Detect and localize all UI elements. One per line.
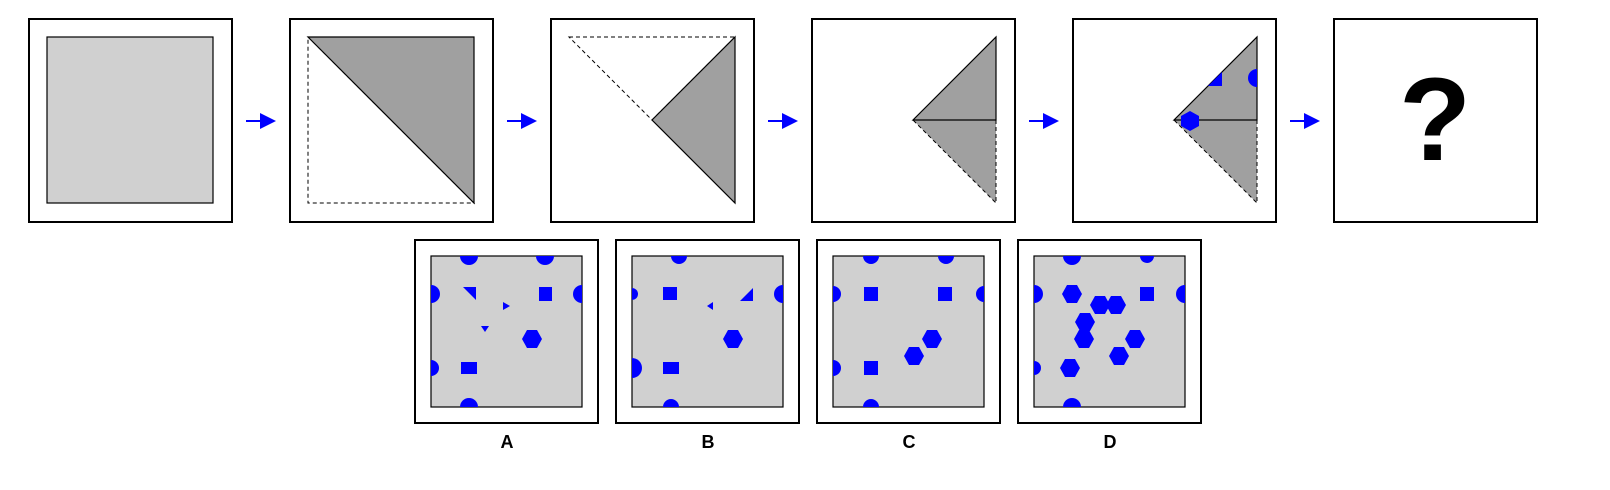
circle-hole	[1248, 69, 1257, 87]
option-c[interactable]: C	[816, 239, 1001, 452]
circle-hole	[1034, 361, 1041, 375]
circle-hole	[573, 285, 582, 303]
question-mark: ?	[1399, 54, 1471, 186]
step-2-panel	[289, 18, 494, 223]
hexagon-hole	[522, 330, 542, 348]
circle-hole	[431, 360, 439, 376]
circle-hole	[663, 399, 679, 407]
hexagon-hole	[1062, 285, 1082, 303]
folded-triangle	[911, 35, 997, 121]
step-3-panel	[550, 18, 755, 223]
option-label: B	[702, 432, 715, 452]
circle-hole	[431, 285, 440, 303]
step-4-panel	[811, 18, 1016, 223]
hexagon-hole	[1181, 111, 1199, 131]
square-hole	[864, 287, 878, 301]
triangle-hole	[707, 302, 713, 310]
option-label: D	[1104, 432, 1117, 452]
folded-triangle	[651, 35, 736, 205]
circle-hole	[863, 256, 879, 264]
circle-hole	[976, 286, 984, 302]
circle-hole	[774, 285, 783, 303]
hexagon-hole	[1125, 330, 1145, 348]
square-hole	[461, 362, 477, 374]
circle-hole	[632, 288, 638, 300]
paper-square	[46, 36, 214, 204]
circle-hole	[863, 399, 879, 407]
option-label: C	[903, 432, 916, 452]
circle-hole	[536, 256, 554, 265]
step-5-panel	[1072, 18, 1277, 223]
hexagon-hole	[1074, 330, 1094, 348]
square-hole	[864, 361, 878, 375]
hexagon-hole	[1109, 347, 1129, 365]
triangle-hole	[503, 302, 510, 310]
hexagon-hole	[723, 330, 743, 348]
circle-hole	[833, 360, 841, 376]
hexagon-hole	[922, 330, 942, 348]
folded-triangle	[306, 36, 475, 205]
option-d[interactable]: D	[1017, 239, 1202, 452]
circle-hole	[833, 286, 841, 302]
triangle-hole	[481, 326, 489, 332]
hexagon-hole	[1060, 359, 1080, 377]
hexagon-hole	[1075, 313, 1095, 331]
circle-hole	[632, 358, 642, 378]
triangle-hole	[463, 287, 476, 300]
square-hole	[663, 362, 679, 374]
square-hole	[1140, 287, 1154, 301]
circle-hole	[1176, 285, 1185, 303]
triangle-hole	[740, 288, 753, 301]
hexagon-hole	[904, 347, 924, 365]
circle-hole	[1034, 285, 1043, 303]
circle-hole	[1063, 256, 1081, 265]
circle-hole	[460, 256, 478, 265]
circle-hole	[938, 256, 954, 264]
circle-hole	[460, 398, 478, 407]
square-hole	[663, 287, 677, 300]
hexagon-hole	[1106, 296, 1126, 314]
circle-hole	[1063, 398, 1081, 407]
step-1-panel	[28, 18, 233, 223]
option-b[interactable]: B	[615, 239, 800, 452]
option-label: A	[501, 432, 514, 452]
circle-hole	[671, 256, 687, 264]
step-6-panel: ?	[1333, 18, 1538, 223]
option-a[interactable]: A	[414, 239, 599, 452]
hexagon-hole	[1090, 296, 1110, 314]
circle-hole	[1140, 256, 1154, 263]
square-hole	[539, 287, 552, 301]
square-hole	[938, 287, 952, 301]
